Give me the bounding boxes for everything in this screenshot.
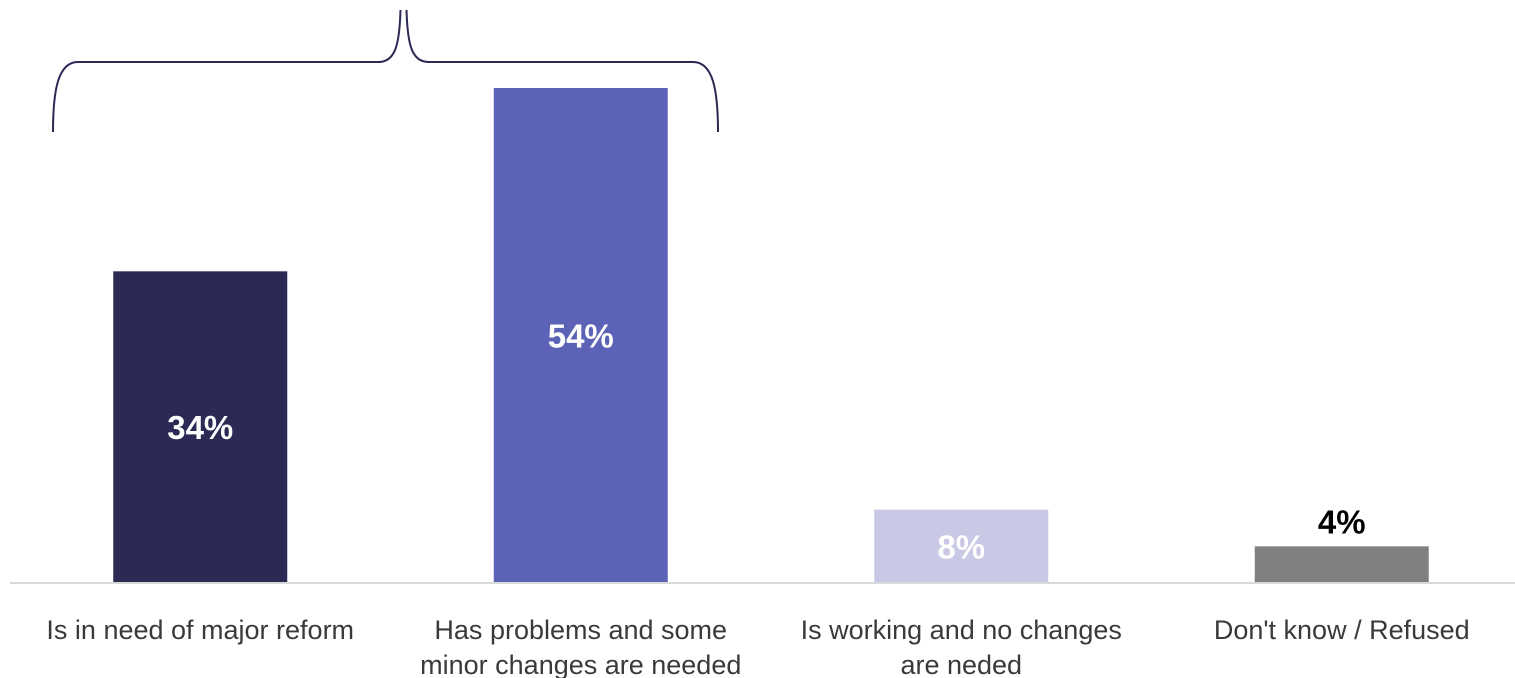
- bar-3: [874, 509, 1049, 583]
- value-label-1: 34%: [167, 409, 233, 446]
- category-label-3: Is working and no changes are neded: [801, 615, 1122, 678]
- category-label-4: Don't know / Refused: [1214, 615, 1470, 645]
- category-label-1: Is in need of major reform: [46, 615, 354, 645]
- bar-4: [1254, 546, 1429, 583]
- value-label-2: 54%: [548, 318, 614, 355]
- value-label-3: 8%: [937, 528, 985, 565]
- category-label-2: Has problems and some minor changes are n…: [420, 615, 741, 678]
- grouping-brace: [52, 9, 719, 133]
- bar-2: [493, 88, 668, 583]
- value-label-4: 4%: [1318, 503, 1366, 540]
- bar-1: [113, 271, 288, 583]
